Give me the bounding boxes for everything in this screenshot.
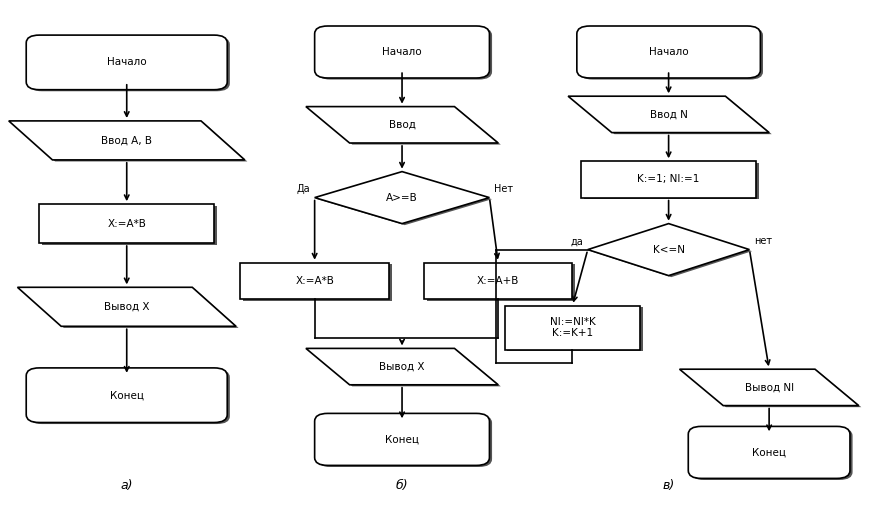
Text: A>=B: A>=B bbox=[386, 192, 418, 203]
Text: Начало: Начало bbox=[649, 47, 689, 57]
Bar bbox=[240, 263, 389, 299]
Text: K<=N: K<=N bbox=[653, 244, 684, 255]
FancyBboxPatch shape bbox=[689, 426, 850, 478]
Polygon shape bbox=[309, 108, 501, 145]
Text: Вывод X: Вывод X bbox=[379, 361, 425, 372]
Text: X:=A*B: X:=A*B bbox=[295, 276, 334, 286]
Text: Конец: Конец bbox=[385, 434, 419, 445]
Text: NI:=NI*K
K:=K+1: NI:=NI*K K:=K+1 bbox=[550, 317, 595, 339]
Text: Вывод NI: Вывод NI bbox=[745, 382, 794, 393]
Text: K:=1; NI:=1: K:=1; NI:=1 bbox=[637, 174, 700, 185]
Text: Да: Да bbox=[296, 185, 310, 194]
Text: а): а) bbox=[121, 479, 133, 492]
Text: Начало: Начало bbox=[107, 57, 147, 68]
Text: б): б) bbox=[396, 479, 408, 492]
Polygon shape bbox=[680, 369, 858, 406]
Bar bbox=[243, 264, 392, 301]
Text: Вывод X: Вывод X bbox=[104, 302, 149, 312]
Polygon shape bbox=[309, 350, 501, 386]
Polygon shape bbox=[315, 172, 489, 224]
Polygon shape bbox=[20, 289, 239, 328]
Text: Ввод A, B: Ввод A, B bbox=[101, 135, 152, 146]
Polygon shape bbox=[17, 287, 236, 327]
Bar bbox=[427, 264, 575, 301]
Polygon shape bbox=[306, 107, 498, 143]
Bar bbox=[39, 204, 214, 243]
Polygon shape bbox=[9, 121, 245, 160]
Polygon shape bbox=[317, 173, 492, 225]
FancyBboxPatch shape bbox=[577, 26, 760, 78]
Text: Конец: Конец bbox=[110, 390, 143, 400]
Bar bbox=[505, 305, 640, 349]
FancyBboxPatch shape bbox=[29, 369, 230, 424]
Polygon shape bbox=[682, 371, 862, 407]
FancyBboxPatch shape bbox=[690, 428, 853, 480]
Text: да: да bbox=[571, 237, 584, 246]
Bar bbox=[42, 205, 217, 245]
Text: Нет: Нет bbox=[494, 185, 513, 194]
Bar bbox=[424, 263, 572, 299]
FancyBboxPatch shape bbox=[317, 28, 492, 80]
Polygon shape bbox=[306, 348, 498, 385]
Polygon shape bbox=[571, 98, 772, 134]
Text: в): в) bbox=[662, 479, 675, 492]
FancyBboxPatch shape bbox=[26, 35, 227, 89]
Text: Ввод: Ввод bbox=[389, 120, 415, 130]
Bar bbox=[581, 161, 756, 198]
Text: нет: нет bbox=[753, 237, 772, 246]
FancyBboxPatch shape bbox=[26, 368, 227, 422]
Polygon shape bbox=[587, 224, 750, 276]
Polygon shape bbox=[591, 225, 752, 277]
Bar bbox=[584, 163, 759, 199]
Bar bbox=[507, 307, 643, 352]
FancyBboxPatch shape bbox=[315, 413, 489, 465]
Text: X:=A*B: X:=A*B bbox=[108, 218, 146, 229]
Polygon shape bbox=[11, 123, 247, 161]
Polygon shape bbox=[568, 96, 769, 133]
FancyBboxPatch shape bbox=[315, 26, 489, 78]
FancyBboxPatch shape bbox=[29, 36, 230, 92]
FancyBboxPatch shape bbox=[579, 28, 763, 80]
FancyBboxPatch shape bbox=[317, 415, 492, 467]
Text: Ввод N: Ввод N bbox=[649, 109, 688, 120]
Text: Конец: Конец bbox=[753, 447, 786, 458]
Text: X:=A+B: X:=A+B bbox=[477, 276, 519, 286]
Text: Начало: Начало bbox=[382, 47, 422, 57]
